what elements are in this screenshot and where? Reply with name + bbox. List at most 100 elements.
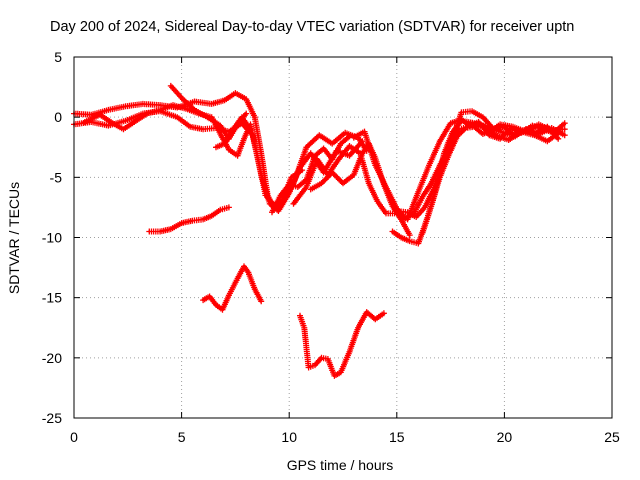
- data-point: [219, 208, 222, 212]
- data-point: [201, 128, 205, 131]
- series-track-o: [269, 133, 353, 216]
- data-point: [430, 205, 433, 208]
- data-point: [249, 123, 252, 126]
- data-point: [356, 326, 360, 329]
- series-markers: [146, 204, 232, 235]
- data-point: [191, 219, 194, 222]
- data-point: [490, 129, 493, 132]
- y-tick-label: -15: [42, 290, 62, 306]
- data-point: [193, 100, 196, 103]
- x-tick-label: 5: [178, 429, 186, 445]
- data-point: [264, 194, 267, 197]
- data-point: [430, 182, 433, 185]
- series-track-f: [146, 204, 232, 235]
- data-point: [303, 326, 306, 329]
- data-point: [333, 374, 336, 378]
- data-point: [447, 154, 450, 157]
- data-point: [270, 211, 274, 214]
- data-point: [227, 294, 231, 297]
- data-point: [498, 130, 502, 133]
- data-point: [406, 211, 409, 214]
- data-point: [201, 298, 205, 302]
- series-track-h: [297, 309, 387, 379]
- data-point: [83, 120, 86, 124]
- grid-lines: [74, 57, 612, 418]
- series-markers: [200, 263, 265, 313]
- data-point: [206, 115, 209, 119]
- data-point: [363, 130, 366, 133]
- data-point: [473, 125, 476, 128]
- y-tick-label: 5: [54, 49, 62, 65]
- data-point: [234, 91, 237, 95]
- y-axis-label: SDTVAR / TECUs: [6, 182, 22, 294]
- data-point: [107, 108, 110, 112]
- data-point: [348, 144, 351, 148]
- data-point: [421, 231, 424, 234]
- data-point: [223, 99, 226, 102]
- data-point: [361, 152, 364, 155]
- y-tick-label: 0: [54, 109, 62, 125]
- data-point: [148, 230, 151, 233]
- data-point: [498, 137, 502, 141]
- data-point: [300, 168, 304, 172]
- data-point: [124, 105, 127, 108]
- data-point: [176, 115, 179, 119]
- data-point: [193, 108, 196, 112]
- data-point: [298, 314, 302, 317]
- data-point: [219, 132, 222, 136]
- data-point: [281, 197, 284, 201]
- data-point: [550, 129, 553, 132]
- data-point: [511, 134, 515, 137]
- data-point: [145, 112, 149, 115]
- data-point: [249, 128, 252, 131]
- data-point: [399, 218, 403, 221]
- data-point: [537, 123, 541, 126]
- data-point: [158, 103, 162, 107]
- data-point: [253, 115, 256, 119]
- data-point: [184, 107, 188, 110]
- data-point: [141, 102, 145, 106]
- axis-ticks: 0 5 10 15 20 25 -25 -20 -15 -10 -5 0 5: [42, 49, 620, 445]
- data-point: [546, 140, 549, 143]
- x-tick-label: 10: [281, 429, 297, 445]
- data-point: [244, 97, 248, 101]
- data-point: [337, 158, 340, 161]
- data-point: [348, 135, 351, 138]
- data-point: [376, 200, 379, 203]
- data-point: [98, 113, 102, 116]
- x-tick-label: 20: [497, 429, 513, 445]
- data-point: [158, 108, 162, 112]
- data-point: [221, 308, 224, 311]
- data-point: [367, 142, 371, 145]
- data-point: [331, 158, 334, 161]
- chart-title: Day 200 of 2024, Sidereal Day-to-day VTE…: [50, 19, 574, 35]
- data-point: [485, 125, 489, 128]
- data-point: [296, 185, 300, 189]
- data-point: [331, 171, 334, 174]
- data-point: [290, 176, 293, 179]
- data-point: [242, 137, 246, 141]
- data-point: [210, 102, 213, 106]
- data-point: [210, 214, 213, 218]
- data-point: [320, 356, 323, 360]
- data-point: [365, 310, 368, 314]
- data-point: [382, 312, 386, 315]
- data-point: [507, 138, 510, 142]
- data-series: [71, 82, 568, 379]
- series-markers: [297, 309, 387, 379]
- data-point: [438, 140, 442, 143]
- data-point: [107, 124, 110, 127]
- data-point: [367, 182, 371, 185]
- data-point: [292, 202, 295, 206]
- y-tick-label: -5: [50, 169, 63, 185]
- data-point: [253, 288, 256, 291]
- data-point: [557, 137, 560, 141]
- data-point: [313, 154, 317, 157]
- data-point: [352, 136, 355, 139]
- data-point: [305, 146, 308, 149]
- data-point: [331, 142, 334, 145]
- data-point: [524, 130, 528, 133]
- data-point: [537, 132, 541, 136]
- y-tick-label: -20: [42, 350, 62, 366]
